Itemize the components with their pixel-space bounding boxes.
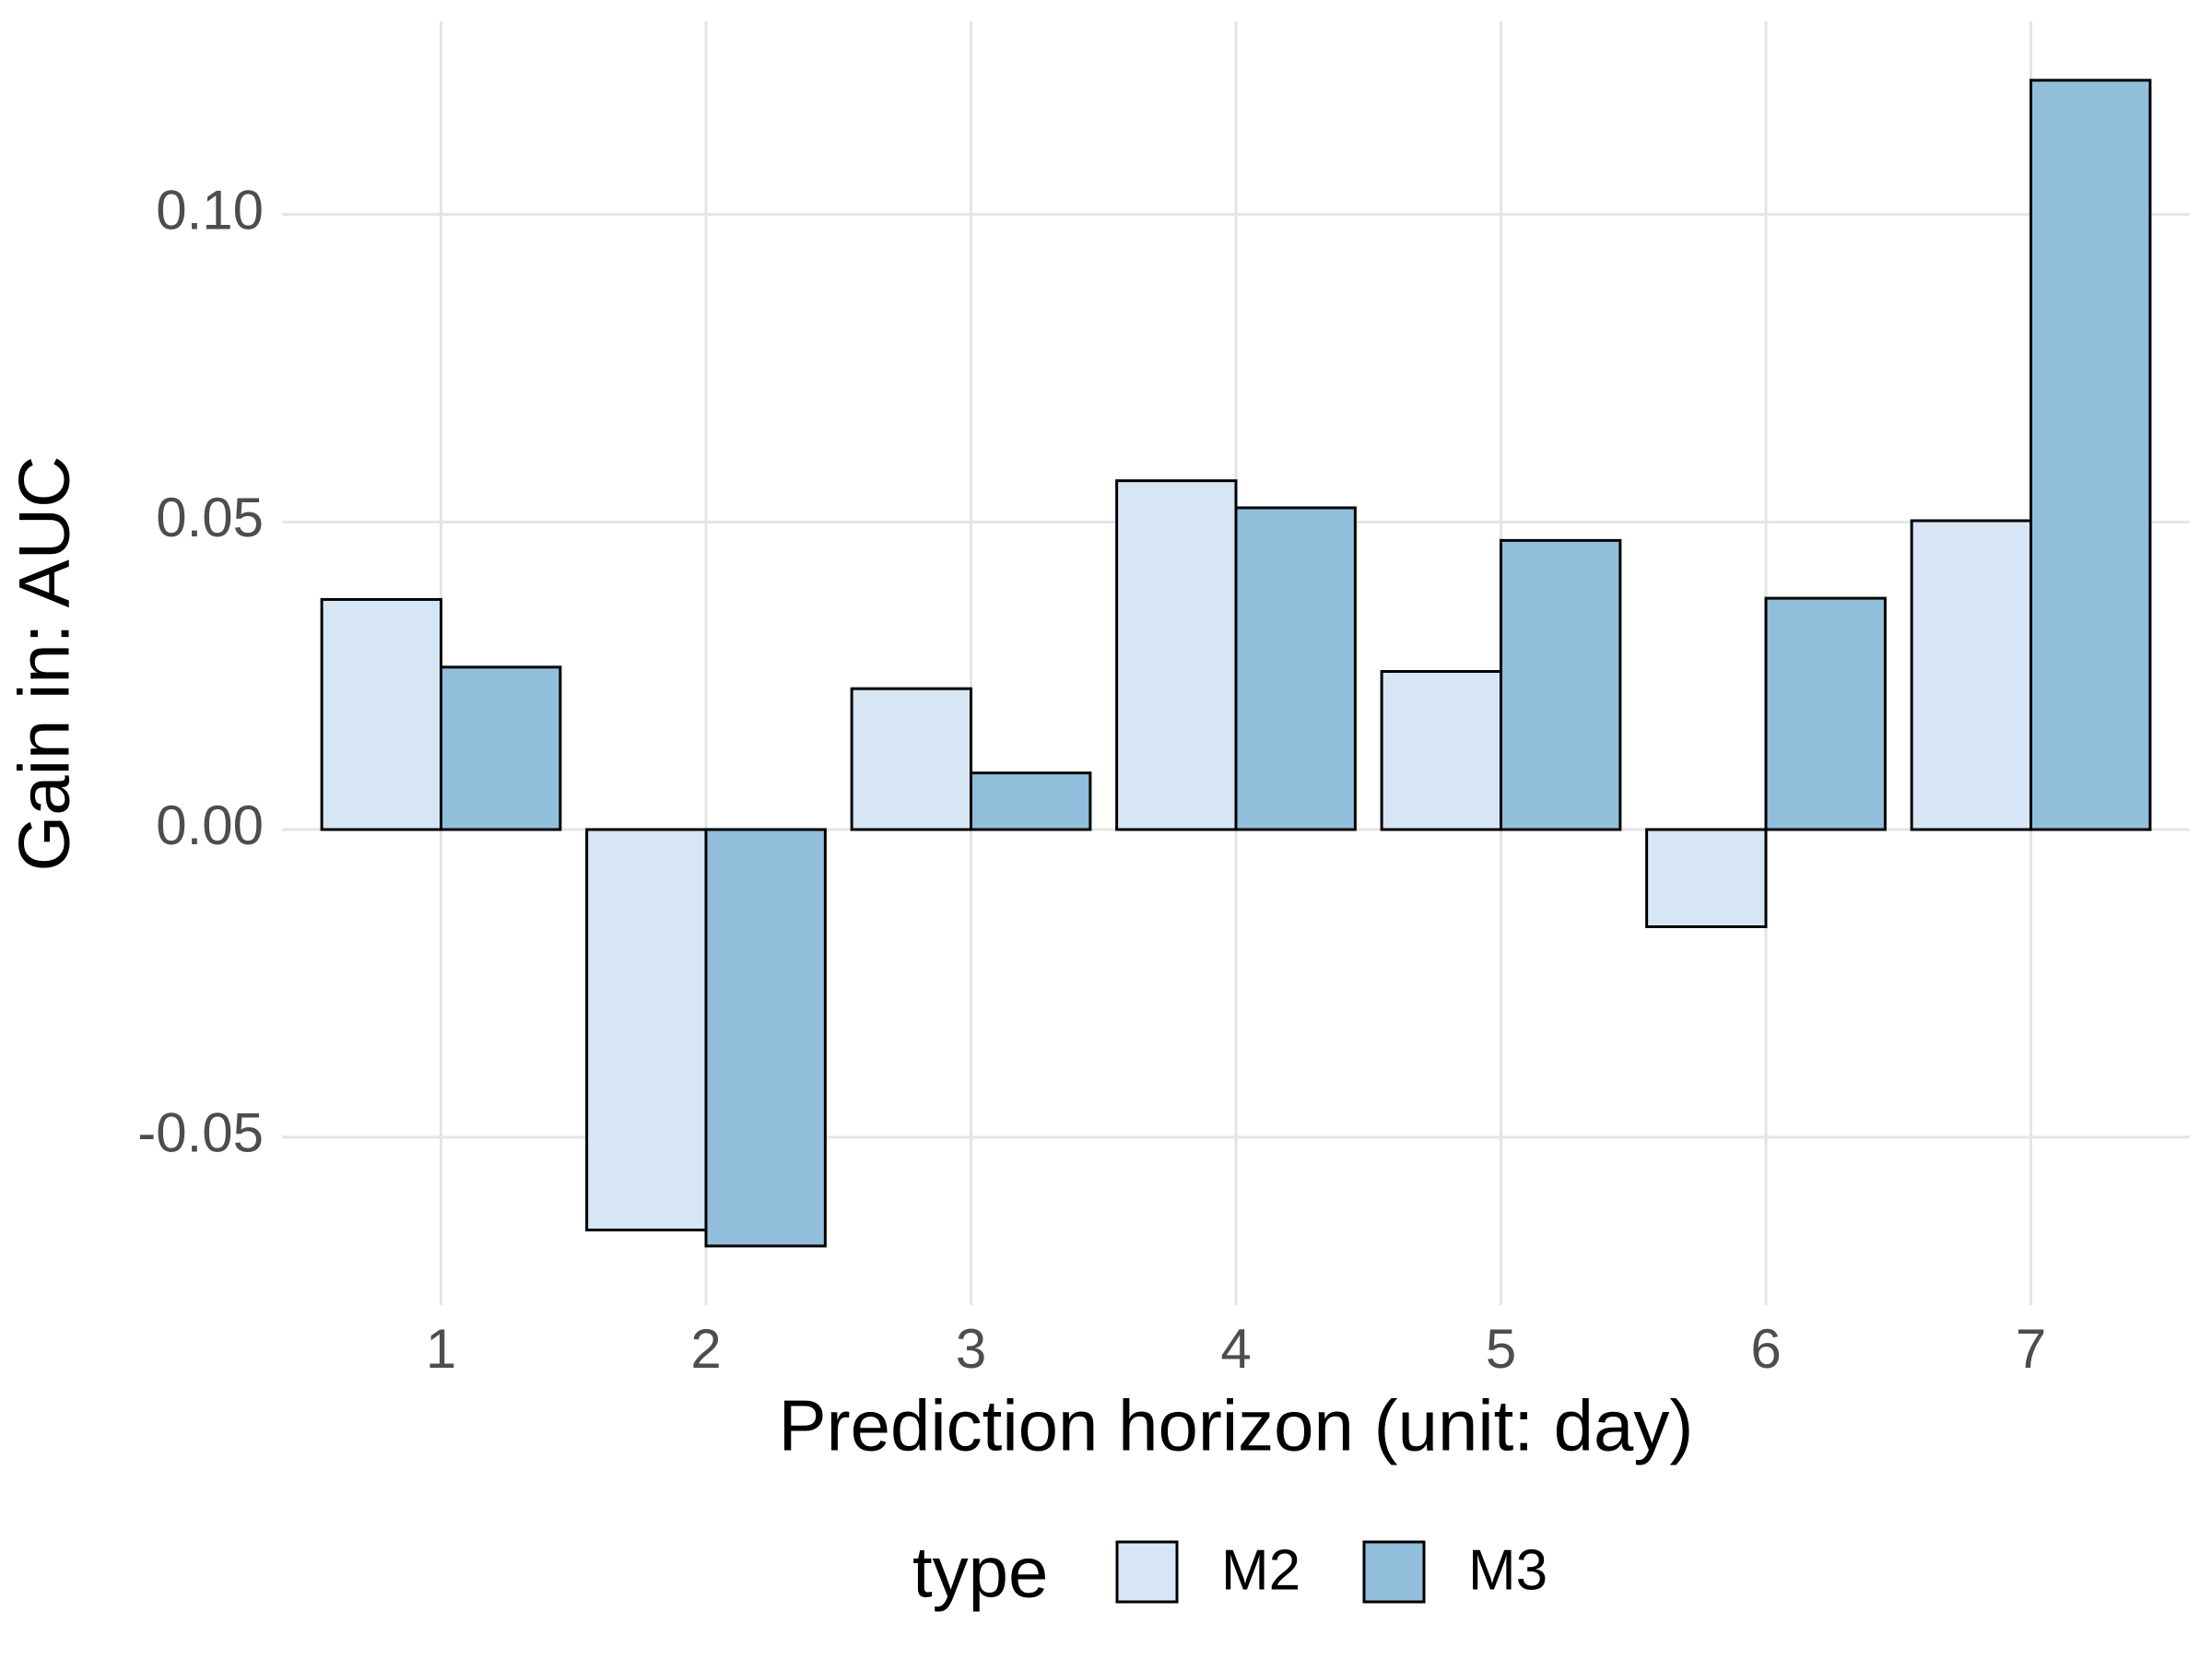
legend-swatch bbox=[1362, 1540, 1426, 1604]
bar bbox=[1115, 479, 1238, 831]
x-axis-title: Prediction horizon (unit: day) bbox=[779, 1385, 1694, 1466]
x-tick-label: 2 bbox=[690, 1318, 721, 1380]
legend-swatch bbox=[1115, 1540, 1179, 1604]
y-tick-label: 0.05 bbox=[156, 487, 264, 548]
bar bbox=[1764, 596, 1887, 831]
bar bbox=[1645, 828, 1768, 929]
legend-label: M3 bbox=[1468, 1538, 1547, 1602]
x-tick-label: 5 bbox=[1486, 1318, 1516, 1380]
bar bbox=[585, 828, 708, 1232]
bar bbox=[320, 597, 442, 831]
x-tick-label: 6 bbox=[1750, 1318, 1781, 1380]
y-axis-title: Gain in: AUC bbox=[4, 456, 85, 872]
x-tick-label: 3 bbox=[956, 1318, 986, 1380]
legend-title: type bbox=[912, 1532, 1048, 1613]
x-tick-label: 4 bbox=[1220, 1318, 1251, 1380]
x-tick-label: 1 bbox=[426, 1318, 456, 1380]
bar bbox=[1380, 670, 1502, 831]
x-tick-label: 7 bbox=[2016, 1318, 2046, 1380]
bar bbox=[2030, 78, 2152, 831]
bar bbox=[1234, 506, 1357, 831]
y-tick-label: 0.00 bbox=[156, 794, 264, 856]
y-tick-label: 0.10 bbox=[156, 179, 264, 241]
y-tick-label: -0.05 bbox=[137, 1102, 264, 1164]
bar bbox=[1910, 519, 2032, 831]
bar bbox=[970, 771, 1092, 831]
bar bbox=[850, 687, 972, 831]
bar bbox=[1500, 538, 1622, 831]
legend-label: M2 bbox=[1221, 1538, 1300, 1602]
bar bbox=[704, 828, 827, 1248]
bar bbox=[440, 665, 562, 831]
